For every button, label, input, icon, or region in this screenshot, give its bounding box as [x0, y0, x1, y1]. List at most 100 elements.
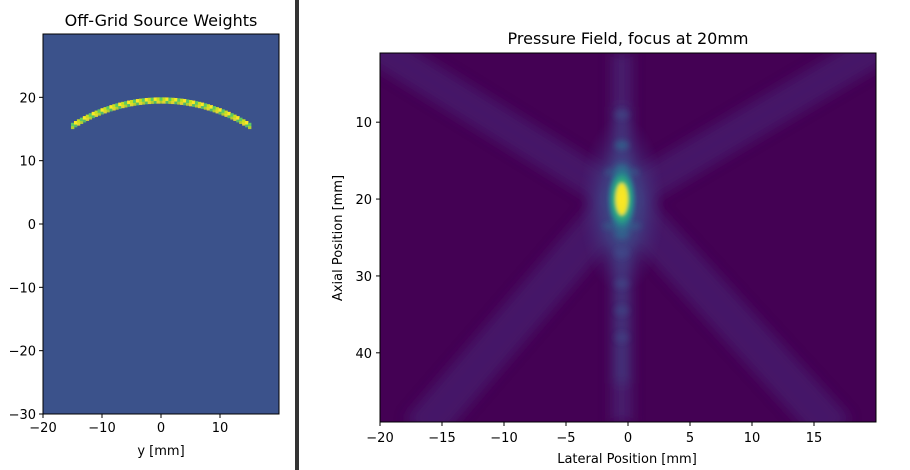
- source-point: [109, 105, 113, 109]
- source-point: [245, 121, 249, 125]
- beam-upper: [380, 53, 631, 214]
- source-point-shadow: [180, 102, 184, 105]
- source-point: [115, 103, 119, 108]
- source-point-shadow: [239, 121, 243, 124]
- source-point: [79, 117, 84, 122]
- pressure-field-title: Pressure Field, focus at 20mm: [508, 29, 749, 48]
- pressure-field-xtick-label: 0: [624, 431, 632, 446]
- source-point: [141, 98, 146, 103]
- source-weights-ytick-label: 20: [19, 91, 36, 106]
- source-point: [162, 97, 166, 102]
- source-point: [118, 102, 122, 107]
- source-point: [121, 101, 125, 106]
- source-point-shadow: [197, 105, 202, 109]
- source-point: [71, 122, 75, 127]
- source-point-shadow: [135, 102, 140, 106]
- pressure-field-panel: Pressure Field, focus at 20mm −20 −15 −10−…: [331, 29, 877, 467]
- focal-spot: [606, 165, 637, 234]
- pressure-field-ytick-label: 40: [355, 347, 372, 362]
- source-point-shadow: [218, 111, 222, 115]
- source-weights-ytick-label: −10: [9, 281, 36, 296]
- source-arc: [71, 97, 252, 130]
- source-point: [171, 97, 175, 102]
- source-point: [239, 117, 243, 122]
- source-point-shadow: [85, 118, 90, 121]
- side-lobe: [614, 247, 629, 258]
- source-point-shadow: [159, 100, 163, 104]
- source-point: [227, 111, 231, 116]
- source-point-shadow: [115, 106, 119, 110]
- source-point-shadow: [230, 116, 234, 120]
- pressure-field-xtick-label: −15: [428, 431, 455, 446]
- source-point-shadow: [233, 118, 237, 121]
- side-lobe: [614, 140, 629, 151]
- source-point: [194, 101, 199, 105]
- source-point-shadow: [203, 106, 208, 110]
- source-point: [91, 111, 96, 116]
- pressure-field-ytick-label: 20: [355, 193, 372, 208]
- source-point-shadow: [171, 101, 175, 105]
- source-point-shadow: [206, 107, 211, 111]
- pressure-field-ylabel: Axial Position [mm]: [331, 175, 346, 301]
- source-point: [180, 98, 184, 103]
- panel-divider[interactable]: [295, 0, 299, 470]
- source-point-shadow: [168, 101, 172, 104]
- pressure-field-xtick-label: −10: [490, 431, 517, 446]
- source-point-shadow: [186, 102, 190, 106]
- side-lobe: [614, 305, 629, 316]
- source-point: [233, 114, 237, 119]
- source-weights-xtick-label: −20: [29, 421, 56, 436]
- source-point-shadow: [194, 104, 199, 108]
- source-point: [218, 108, 222, 112]
- source-point: [221, 109, 225, 114]
- source-weights-ytick-label: −30: [9, 408, 36, 423]
- source-point-shadow: [141, 101, 146, 105]
- source-point: [236, 116, 240, 120]
- pressure-field-xtick-label: 15: [806, 431, 823, 446]
- source-point-shadow: [112, 107, 116, 111]
- source-point: [191, 100, 196, 105]
- source-point: [94, 110, 98, 115]
- source-point-shadow: [177, 101, 181, 105]
- source-point-shadow: [82, 119, 87, 123]
- source-point: [97, 109, 101, 114]
- source-point-shadow: [209, 108, 214, 112]
- pressure-field-xtick-label: 10: [744, 431, 761, 446]
- source-point-shadow: [94, 114, 98, 117]
- source-point: [124, 101, 128, 105]
- side-lobe: [614, 332, 629, 343]
- source-point: [177, 98, 181, 103]
- source-weights-xlabel: y [mm]: [137, 444, 184, 459]
- source-point-shadow: [79, 121, 84, 124]
- source-point: [197, 101, 202, 106]
- source-point-shadow: [138, 102, 143, 105]
- source-point: [156, 97, 160, 102]
- source-point: [88, 113, 93, 117]
- source-point: [76, 119, 81, 124]
- beam-upper: [613, 53, 876, 214]
- source-weights-title: Off-Grid Source Weights: [65, 11, 258, 30]
- source-point-shadow: [224, 114, 228, 117]
- source-point: [206, 104, 211, 108]
- source-point: [242, 119, 246, 124]
- source-point: [135, 99, 140, 103]
- source-point-shadow: [200, 106, 205, 109]
- source-point-shadow: [130, 103, 134, 107]
- source-point: [100, 108, 104, 112]
- source-point-shadow: [124, 104, 128, 108]
- source-point: [212, 106, 216, 110]
- source-point-shadow: [215, 110, 219, 114]
- source-point: [103, 107, 107, 111]
- source-point-shadow: [150, 101, 155, 104]
- source-point-shadow: [165, 100, 169, 104]
- source-point-shadow: [144, 101, 149, 105]
- source-point: [183, 99, 187, 103]
- source-point-shadow: [97, 112, 101, 116]
- source-point: [132, 99, 137, 104]
- source-point-shadow: [106, 109, 110, 113]
- source-point: [159, 97, 163, 102]
- pressure-field-xtick-label: 5: [686, 431, 694, 446]
- source-point-shadow: [100, 111, 104, 115]
- source-point: [248, 122, 252, 127]
